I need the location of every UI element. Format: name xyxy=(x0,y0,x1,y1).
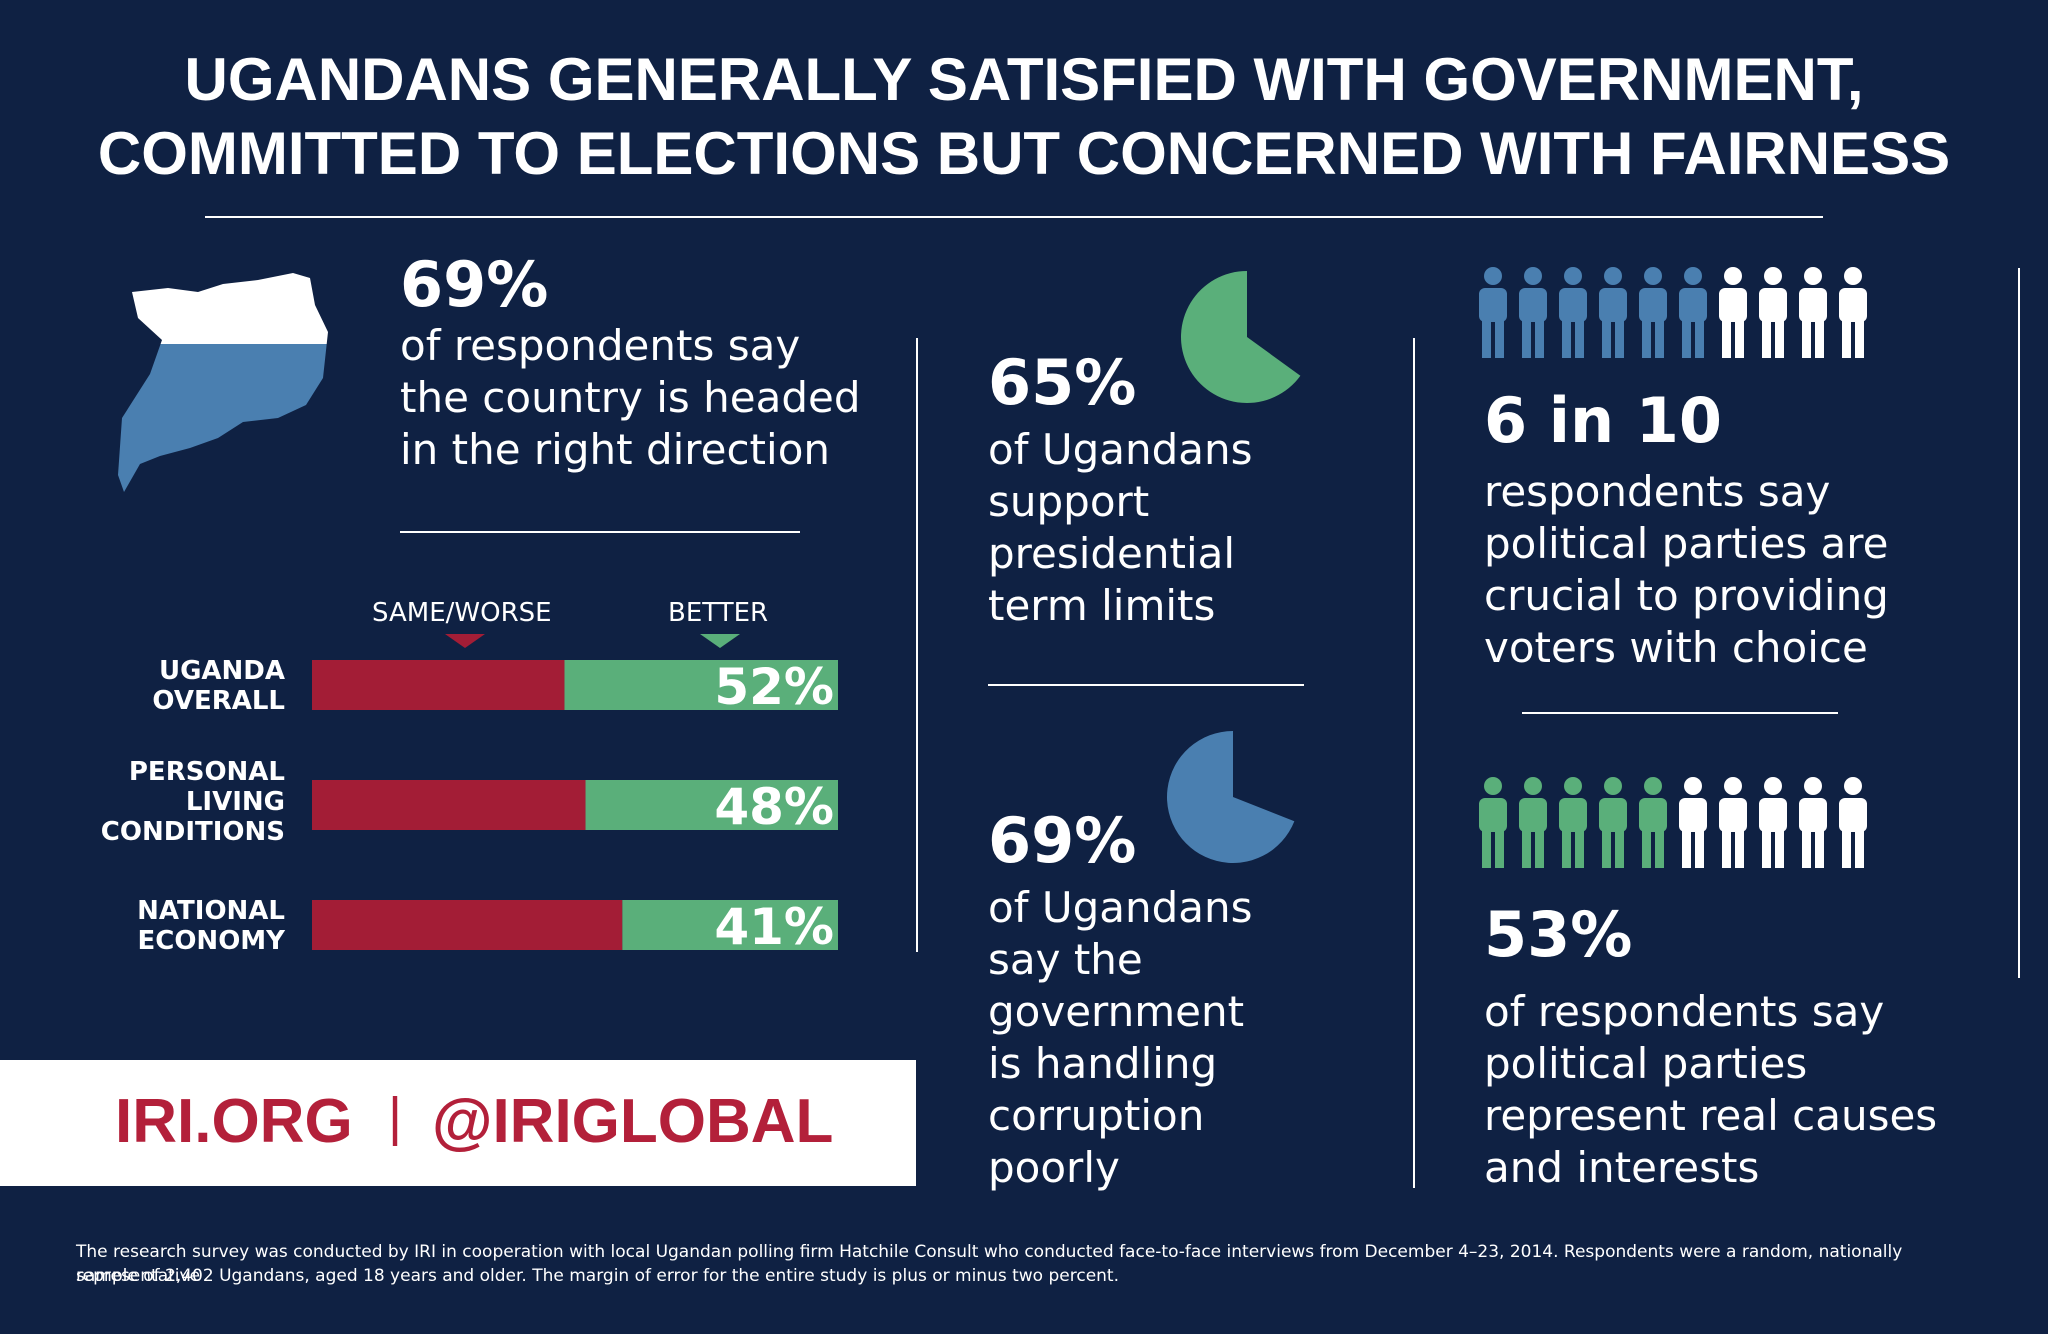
people-icon-row-choice xyxy=(1479,267,1867,358)
direction-divider xyxy=(400,531,800,533)
bar-same-worse-0 xyxy=(312,660,565,710)
corruption-pie-slice xyxy=(1167,731,1295,863)
title-divider xyxy=(205,216,1823,218)
direction-percent: 69% xyxy=(400,248,549,321)
title-line-1: UGANDANS GENERALLY SATISFIED WITH GOVERN… xyxy=(184,46,1864,113)
choice-person-icon-7 xyxy=(1759,267,1787,358)
corruption-text: of Ugandans say the government is handli… xyxy=(988,883,1253,1192)
causes-person-icon-4 xyxy=(1639,777,1667,868)
choice-person-icon-6 xyxy=(1719,267,1747,358)
column-divider-1 xyxy=(916,338,918,952)
corruption-percent: 69% xyxy=(988,804,1137,877)
causes-person-icon-3 xyxy=(1599,777,1627,868)
bar-same-worse-2 xyxy=(312,900,623,950)
bar-better-1 xyxy=(585,780,838,830)
choice-person-icon-3 xyxy=(1599,267,1627,358)
brand-handle[interactable]: @IRIGLOBAL xyxy=(432,1087,834,1156)
bar-data-label-2: 41% xyxy=(714,898,834,956)
choice-person-icon-8 xyxy=(1799,267,1827,358)
choice-person-icon-9 xyxy=(1839,267,1867,358)
middle-divider xyxy=(988,684,1304,686)
causes-person-icon-6 xyxy=(1719,777,1747,868)
parties-choice-text: respondents say political parties are cr… xyxy=(1484,467,1889,672)
term-limits-pie xyxy=(1181,271,1301,403)
people-icon-row-causes xyxy=(1479,777,1867,868)
bar-better-2 xyxy=(622,900,838,950)
parties-causes-percent: 53% xyxy=(1484,898,1633,971)
bar-same-worse-1 xyxy=(312,780,586,830)
term-limits-pie-slice xyxy=(1181,271,1301,403)
corruption-pie xyxy=(1167,731,1295,863)
term-limits-percent: 65% xyxy=(988,346,1137,419)
choice-person-icon-4 xyxy=(1639,267,1667,358)
legend-better: BETTER xyxy=(668,598,769,628)
parties-choice-stat: 6 in 10 xyxy=(1484,384,1722,457)
parties-causes-text: of respondents say political parties rep… xyxy=(1484,987,1938,1192)
right-divider xyxy=(1522,712,1838,714)
row-label-national-economy: NATIONAL ECONOMY xyxy=(137,896,285,956)
bar-data-label-0: 52% xyxy=(714,658,834,716)
causes-person-icon-1 xyxy=(1519,777,1547,868)
title-line-2: COMMITTED TO ELECTIONS BUT CONCERNED WIT… xyxy=(97,120,1951,187)
brand-separator: | xyxy=(388,1087,403,1147)
causes-person-icon-2 xyxy=(1559,777,1587,868)
bar-better-0 xyxy=(564,660,838,710)
legend-same-worse: SAME/WORSE xyxy=(372,598,552,628)
row-label-personal-living-conditions: PERSONAL LIVING CONDITIONS xyxy=(100,757,285,847)
row-label-uganda-overall: UGANDA OVERALL xyxy=(152,656,285,716)
column-divider-3 xyxy=(2018,268,2020,978)
causes-person-icon-0 xyxy=(1479,777,1507,868)
brand-box: IRI.ORG | @IRIGLOBAL xyxy=(0,1060,916,1186)
bar-data-label-1: 48% xyxy=(714,778,834,836)
footer-note-line-1: The research survey was conducted by IRI… xyxy=(76,1242,1903,1286)
direction-text: of respondents say the country is headed… xyxy=(400,321,861,474)
uganda-map-icon xyxy=(118,273,328,492)
causes-person-icon-7 xyxy=(1759,777,1787,868)
causes-person-icon-9 xyxy=(1839,777,1867,868)
causes-person-icon-8 xyxy=(1799,777,1827,868)
legend-better-marker xyxy=(700,634,740,648)
term-limits-text: of Ugandans support presidential term li… xyxy=(988,425,1253,630)
choice-person-icon-1 xyxy=(1519,267,1547,358)
choice-person-icon-0 xyxy=(1479,267,1507,358)
choice-person-icon-5 xyxy=(1679,267,1707,358)
causes-person-icon-5 xyxy=(1679,777,1707,868)
footer-note-line-2: sample of 2,402 Ugandans, aged 18 years … xyxy=(76,1266,1120,1286)
choice-person-icon-2 xyxy=(1559,267,1587,358)
column-divider-2 xyxy=(1413,338,1415,1188)
stacked-bar-chart: 52% 48% 41% xyxy=(312,658,838,956)
legend-same-worse-marker xyxy=(445,634,485,648)
brand-site[interactable]: IRI.ORG xyxy=(115,1087,353,1156)
